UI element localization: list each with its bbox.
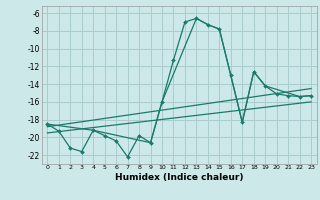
X-axis label: Humidex (Indice chaleur): Humidex (Indice chaleur) [115,173,244,182]
